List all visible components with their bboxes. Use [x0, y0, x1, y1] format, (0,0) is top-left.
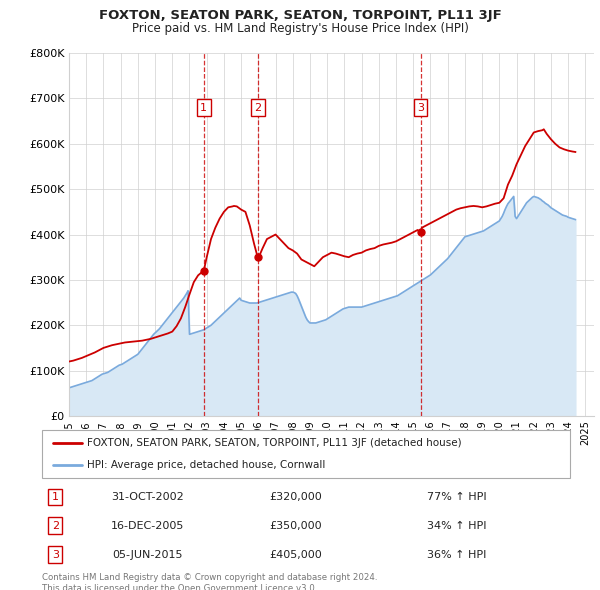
Text: Contains HM Land Registry data © Crown copyright and database right 2024.
This d: Contains HM Land Registry data © Crown c…: [42, 573, 377, 590]
Text: 2: 2: [52, 521, 59, 530]
Text: HPI: Average price, detached house, Cornwall: HPI: Average price, detached house, Corn…: [87, 460, 325, 470]
Text: FOXTON, SEATON PARK, SEATON, TORPOINT, PL11 3JF (detached house): FOXTON, SEATON PARK, SEATON, TORPOINT, P…: [87, 438, 461, 448]
Text: £320,000: £320,000: [269, 492, 322, 502]
Text: Price paid vs. HM Land Registry's House Price Index (HPI): Price paid vs. HM Land Registry's House …: [131, 22, 469, 35]
Text: 16-DEC-2005: 16-DEC-2005: [111, 521, 184, 530]
Text: £350,000: £350,000: [269, 521, 322, 530]
Text: 36% ↑ HPI: 36% ↑ HPI: [427, 549, 487, 559]
Text: £405,000: £405,000: [269, 549, 322, 559]
Text: 05-JUN-2015: 05-JUN-2015: [112, 549, 183, 559]
Text: 31-OCT-2002: 31-OCT-2002: [111, 492, 184, 502]
Text: FOXTON, SEATON PARK, SEATON, TORPOINT, PL11 3JF: FOXTON, SEATON PARK, SEATON, TORPOINT, P…: [98, 9, 502, 22]
Text: 77% ↑ HPI: 77% ↑ HPI: [427, 492, 487, 502]
Text: 1: 1: [52, 492, 59, 502]
Text: 34% ↑ HPI: 34% ↑ HPI: [427, 521, 487, 530]
FancyBboxPatch shape: [42, 430, 570, 478]
Text: 1: 1: [200, 103, 207, 113]
Text: 3: 3: [52, 549, 59, 559]
Text: 2: 2: [254, 103, 261, 113]
Text: 3: 3: [417, 103, 424, 113]
